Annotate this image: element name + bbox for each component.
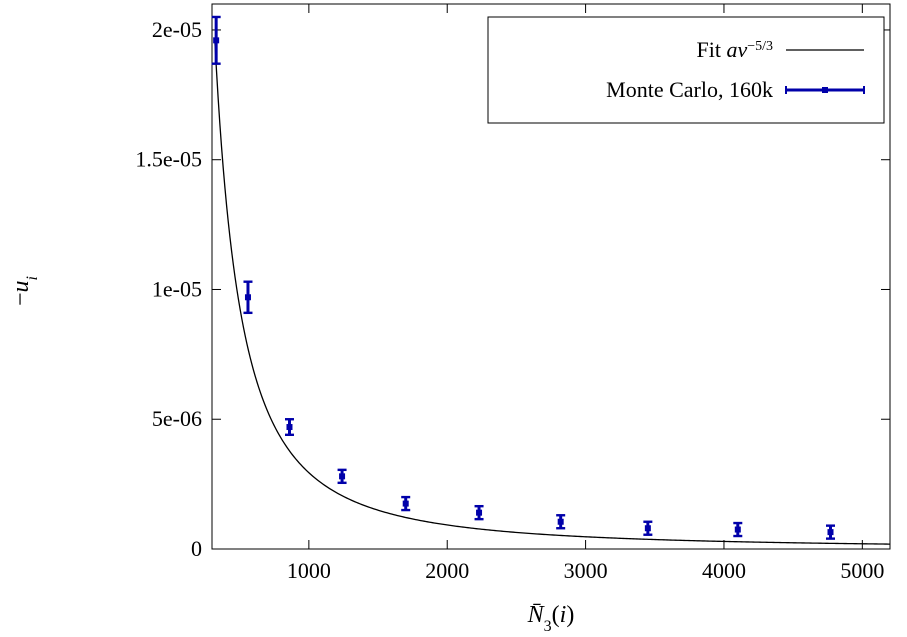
legend: Fit av−5/3 Monte Carlo, 160k [487,16,885,124]
y-tick-label: 2e-05 [152,17,202,42]
x-tick-label: 4000 [702,558,746,583]
mc-data-point [243,280,253,315]
mc-data-point [474,504,484,521]
mc-data-point [284,418,294,437]
x-tick-label: 2000 [425,558,469,583]
mc-data-point [643,520,653,536]
mc-data-point [211,15,221,65]
y-tick-label: 0 [191,536,202,561]
y-axis-label: −ui [8,276,41,306]
y-tick-label: 1e-05 [152,276,202,301]
x-tick-label: 1000 [287,558,331,583]
marks [211,15,891,545]
mc-data-point [826,524,836,540]
x-axis-label: N̄3(i) [527,602,575,635]
mc-data-point [556,514,566,530]
x-tick-label: 5000 [840,558,884,583]
plot-frame [211,3,891,550]
mc-data-point [401,495,411,512]
y-tick-label: 1.5e-05 [135,147,202,172]
mc-data-point [337,468,347,485]
x-tick-label: 3000 [564,558,608,583]
y-tick-label: 5e-06 [152,406,202,431]
mc-data-point [733,521,743,538]
legend-mc-swatch [785,86,865,94]
fit-curve [214,39,891,545]
legend-box [487,16,885,124]
legend-mc-label: Monte Carlo, 160k [606,77,773,102]
ticks: 1000 2000 3000 4000 5000 0 5e-06 1e-05 1.5e-05 2e… [135,4,890,583]
